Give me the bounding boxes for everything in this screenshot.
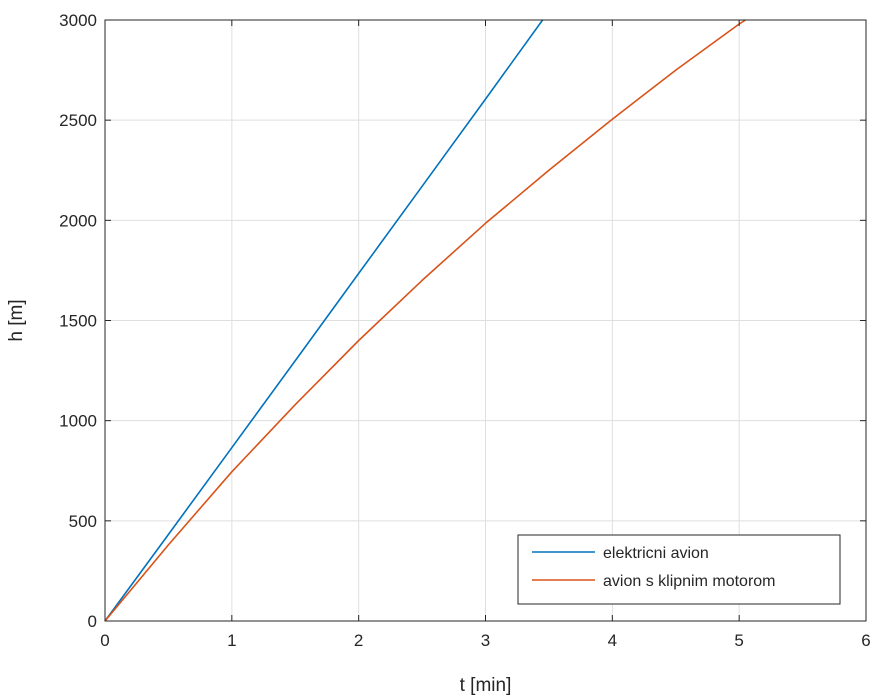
legend-box (517, 534, 841, 605)
legend: elektricni avion avion s klipnim motorom (517, 534, 841, 605)
legend-label-2: avion s klipnim motorom (603, 573, 776, 590)
grid (105, 20, 866, 621)
x-tick-label: 0 (100, 631, 109, 650)
y-tick-label: 1000 (59, 412, 97, 431)
x-axis-label: t [min] (460, 675, 512, 696)
x-tick-label: 1 (227, 631, 236, 650)
y-ticks: 0 500 1000 1500 2000 2500 3000 (59, 11, 866, 631)
x-tick-label: 6 (861, 631, 870, 650)
y-tick-label: 3000 (59, 11, 97, 30)
y-axis-label: h [m] (6, 299, 27, 341)
series-line-2 (104, 19, 746, 622)
x-tick-label: 5 (734, 631, 743, 650)
y-tick-label: 1500 (59, 312, 97, 331)
y-tick-label: 2000 (59, 211, 97, 230)
x-tick-label: 4 (608, 631, 617, 650)
x-ticks: 0 1 2 3 4 5 6 (100, 20, 870, 650)
legend-label-1: elektricni avion (603, 545, 709, 562)
series-lines (104, 19, 746, 622)
y-tick-label: 2500 (59, 111, 97, 130)
series-line-1 (104, 19, 544, 622)
x-tick-label: 2 (354, 631, 363, 650)
y-tick-label: 500 (69, 512, 97, 531)
x-tick-label: 3 (481, 631, 490, 650)
y-tick-label: 0 (88, 612, 97, 631)
